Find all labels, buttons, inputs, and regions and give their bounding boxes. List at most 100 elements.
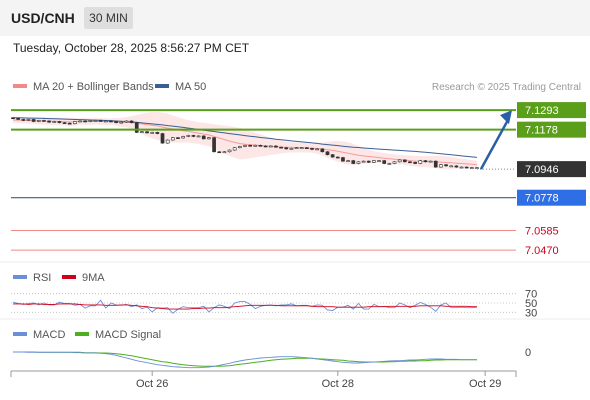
candle xyxy=(402,159,407,163)
candle xyxy=(428,160,433,163)
candle xyxy=(459,166,464,169)
candle xyxy=(140,131,144,133)
candle xyxy=(475,167,479,169)
projection-arrow-head xyxy=(500,110,512,125)
x-tick-label: Oct 28 xyxy=(322,378,354,390)
candle xyxy=(83,120,88,123)
candle xyxy=(47,120,51,123)
candle xyxy=(207,137,211,140)
candle xyxy=(341,157,345,162)
candle xyxy=(263,145,268,148)
bollinger-band-fill xyxy=(13,112,477,169)
legend-label-9ma: 9MA xyxy=(82,272,105,284)
candle xyxy=(253,145,258,147)
candle xyxy=(449,165,454,168)
resistance-badge xyxy=(517,102,586,119)
candle xyxy=(351,160,356,164)
candle xyxy=(201,135,206,140)
candle xyxy=(258,145,263,147)
legend-label-macd-signal: MACD Signal xyxy=(95,329,161,341)
candle xyxy=(42,120,46,122)
projection-arrow xyxy=(479,110,512,170)
rsi-tick-label: 70 xyxy=(525,289,537,301)
support-label: 7.0778 xyxy=(525,193,559,205)
macd-tick-label: 0 xyxy=(525,347,531,359)
candle xyxy=(444,164,448,167)
candle xyxy=(186,135,191,137)
candle xyxy=(248,145,253,147)
legend-swatch-macd xyxy=(13,332,27,336)
candle xyxy=(284,147,289,150)
candle xyxy=(464,166,469,169)
timeframe-badge[interactable]: 30 MIN xyxy=(84,7,133,29)
candle xyxy=(439,164,443,168)
candle xyxy=(268,145,273,148)
candle xyxy=(366,160,371,163)
candle xyxy=(124,120,129,123)
candle xyxy=(346,160,350,162)
candle xyxy=(299,147,304,149)
candle xyxy=(119,121,124,124)
legend-swatch-9ma xyxy=(62,275,76,279)
candle xyxy=(310,148,314,150)
candle xyxy=(397,159,402,163)
candle xyxy=(377,160,381,162)
candle xyxy=(413,162,417,164)
candle xyxy=(423,160,428,163)
candle xyxy=(21,119,26,121)
x-tick-label: Oct 29 xyxy=(469,378,501,390)
candle xyxy=(165,139,170,144)
candle xyxy=(109,120,113,123)
legend-label-rsi: RSI xyxy=(33,272,51,284)
candle xyxy=(170,137,175,141)
candle xyxy=(279,146,283,149)
candle xyxy=(408,161,412,164)
candle xyxy=(305,147,309,149)
x-axis: Oct 26 Oct 28 Oct 29 xyxy=(10,370,517,390)
candle xyxy=(150,132,155,134)
rsi-lines xyxy=(12,299,478,314)
candle xyxy=(330,154,335,158)
projection-arrow-shaft xyxy=(479,117,511,170)
candle xyxy=(16,117,21,120)
candle xyxy=(387,163,392,165)
candle xyxy=(315,148,320,151)
candle xyxy=(11,117,15,120)
support-badge xyxy=(517,189,586,206)
candle xyxy=(325,151,330,155)
candle xyxy=(114,121,118,123)
legend-swatch-macd-signal xyxy=(75,332,89,336)
price-legend: MA 20 + Bollinger Bands MA 50 xyxy=(13,81,206,93)
candle xyxy=(73,121,77,124)
x-tick-label: Oct 26 xyxy=(136,378,168,390)
candle xyxy=(134,122,139,133)
candle xyxy=(155,132,160,134)
candle xyxy=(372,160,376,163)
candle xyxy=(26,119,31,121)
rsi-tick-label: 50 xyxy=(525,298,537,310)
macd-lines xyxy=(13,351,477,369)
macd-signal-line xyxy=(13,351,477,367)
candle xyxy=(31,119,36,122)
candle xyxy=(392,161,397,164)
candle xyxy=(212,137,216,153)
resistance-label: 7.1178 xyxy=(525,125,558,137)
candle xyxy=(289,148,294,150)
candle xyxy=(196,135,201,138)
candle xyxy=(57,121,62,123)
candle xyxy=(98,120,103,122)
price-panel: MA 20 + Bollinger Bands MA 50 Research ©… xyxy=(11,81,586,257)
candle xyxy=(243,145,247,147)
candle xyxy=(222,151,227,154)
legend-label-ma20: MA 20 + Bollinger Bands xyxy=(33,81,154,93)
bollinger-bands xyxy=(13,112,477,169)
last-price-badge xyxy=(517,161,586,178)
macd-line xyxy=(13,351,477,369)
candle xyxy=(62,122,67,124)
legend-swatch-ma20 xyxy=(13,84,27,88)
candle xyxy=(78,120,82,123)
candle xyxy=(191,135,196,137)
rsi-9ma-line xyxy=(13,303,477,310)
last-price-label: 7.0946 xyxy=(525,164,559,176)
